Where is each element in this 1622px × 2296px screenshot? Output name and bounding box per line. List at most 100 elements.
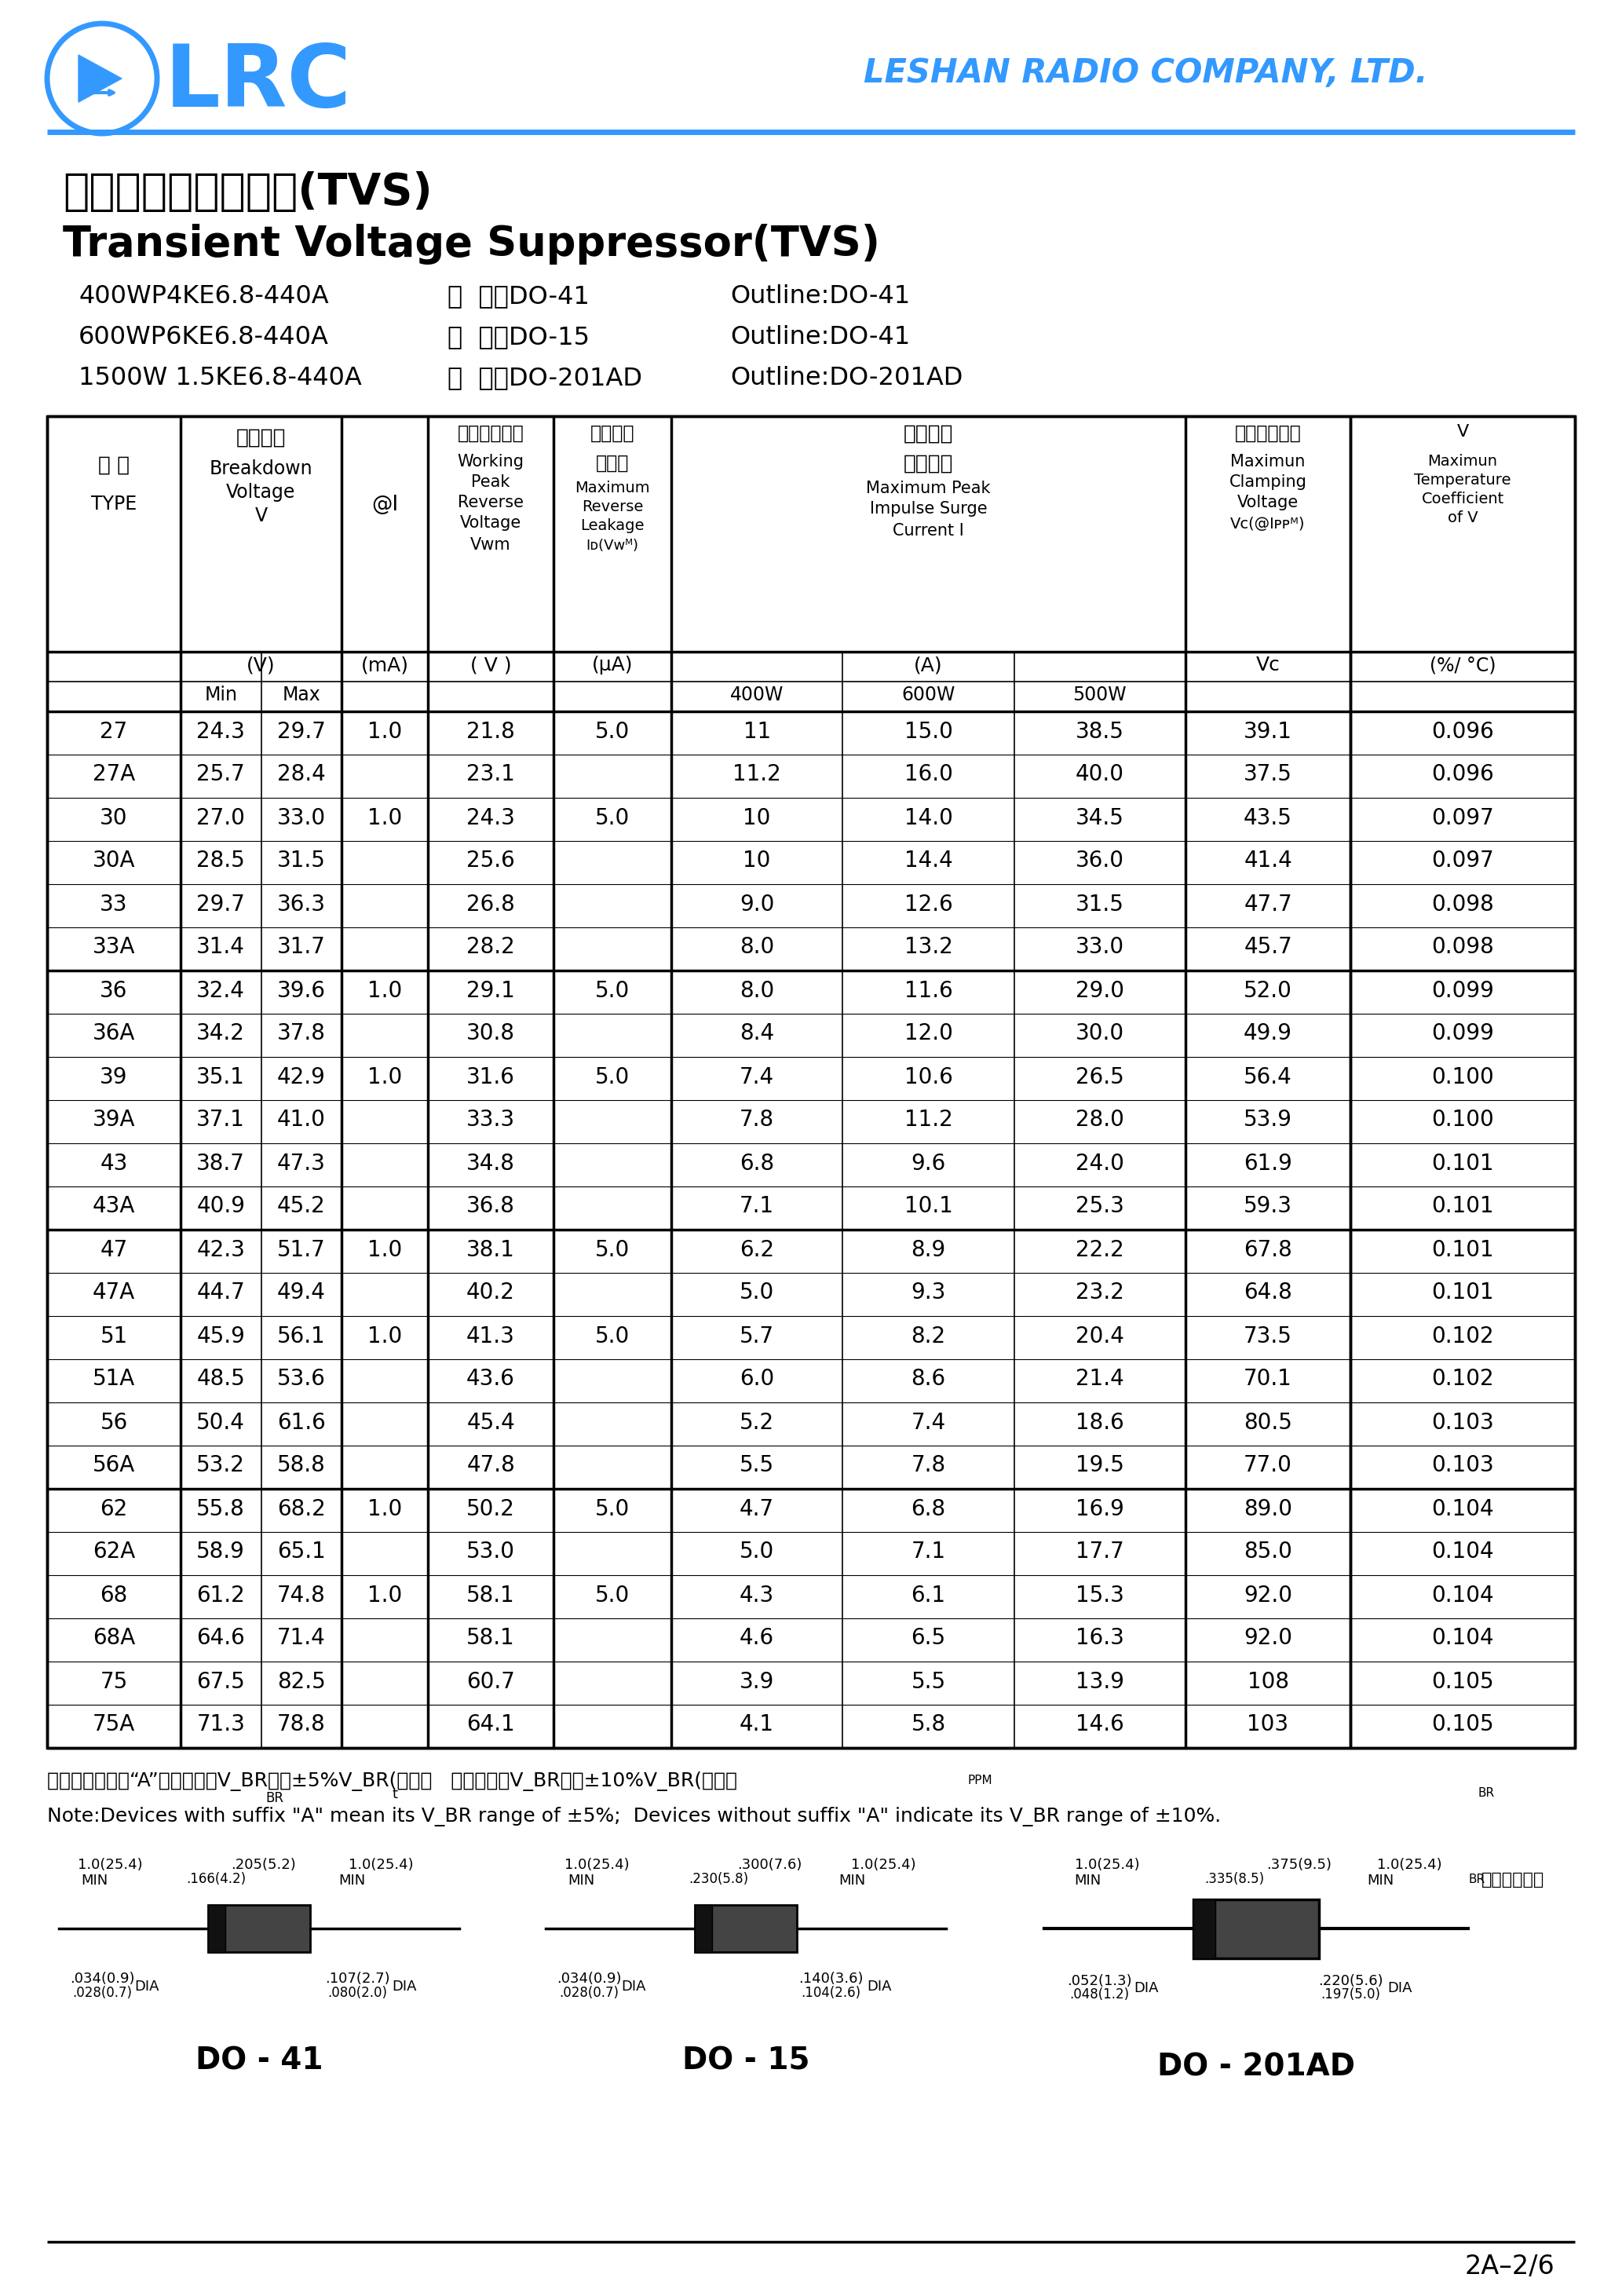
Text: 1.0: 1.0 xyxy=(367,721,402,742)
Text: 33.0: 33.0 xyxy=(1075,937,1124,957)
Text: 8.0: 8.0 xyxy=(740,937,774,957)
Text: 1.0: 1.0 xyxy=(367,1584,402,1607)
Text: 外  型：DO-201AD: 外 型：DO-201AD xyxy=(448,365,642,390)
Text: 5.0: 5.0 xyxy=(595,721,629,742)
Text: Note:Devices with suffix "A" mean its V_BR range of ±5%;  Devices without suffix: Note:Devices with suffix "A" mean its V_… xyxy=(47,1807,1221,1825)
Text: 53.0: 53.0 xyxy=(467,1541,516,1564)
Text: 56.4: 56.4 xyxy=(1244,1065,1293,1088)
Text: 48.5: 48.5 xyxy=(196,1368,245,1391)
Text: 33: 33 xyxy=(101,893,128,916)
Text: 51A: 51A xyxy=(92,1368,135,1391)
Text: 5.0: 5.0 xyxy=(595,806,629,829)
Text: 6.5: 6.5 xyxy=(912,1628,946,1649)
Text: 8.4: 8.4 xyxy=(740,1022,774,1045)
Text: 21.4: 21.4 xyxy=(1075,1368,1124,1391)
Text: DO - 15: DO - 15 xyxy=(681,2046,809,2076)
Text: 0.097: 0.097 xyxy=(1431,850,1494,872)
Text: 34.8: 34.8 xyxy=(467,1153,514,1173)
Text: 0.105: 0.105 xyxy=(1431,1713,1494,1736)
Text: 0.096: 0.096 xyxy=(1431,721,1494,742)
Text: BR: BR xyxy=(1470,1874,1486,1885)
Text: 5.2: 5.2 xyxy=(740,1412,774,1433)
Text: Min: Min xyxy=(204,687,237,705)
Text: 11.6: 11.6 xyxy=(903,980,952,1001)
Text: 31.5: 31.5 xyxy=(1075,893,1124,916)
Text: .034(0.9): .034(0.9) xyxy=(556,1972,621,1986)
Text: .220(5.6): .220(5.6) xyxy=(1319,1975,1384,1988)
Text: MIN: MIN xyxy=(839,1874,865,1887)
Text: 28.5: 28.5 xyxy=(196,850,245,872)
Text: .300(7.6): .300(7.6) xyxy=(736,1857,801,1871)
Text: 16.3: 16.3 xyxy=(1075,1628,1124,1649)
Text: .052(1.3): .052(1.3) xyxy=(1067,1975,1132,1988)
Text: 42.9: 42.9 xyxy=(277,1065,326,1088)
Text: DO - 41: DO - 41 xyxy=(195,2046,323,2076)
Text: 13.2: 13.2 xyxy=(903,937,952,957)
Text: 600WP6KE6.8-440A: 600WP6KE6.8-440A xyxy=(78,326,329,349)
Text: Outline:DO-41: Outline:DO-41 xyxy=(730,326,910,349)
Text: 40.2: 40.2 xyxy=(467,1281,514,1304)
Text: Reverse: Reverse xyxy=(457,494,524,510)
Text: 35.1: 35.1 xyxy=(196,1065,245,1088)
Text: Voltage: Voltage xyxy=(227,482,295,503)
Text: Voltage: Voltage xyxy=(461,514,521,530)
Text: 108: 108 xyxy=(1247,1671,1289,1692)
Text: 78.8: 78.8 xyxy=(277,1713,326,1736)
Text: 30A: 30A xyxy=(92,850,135,872)
Text: 1.0(25.4): 1.0(25.4) xyxy=(1074,1857,1139,1871)
Text: 64.1: 64.1 xyxy=(467,1713,514,1736)
Text: 38.7: 38.7 xyxy=(196,1153,245,1173)
Text: 58.1: 58.1 xyxy=(467,1584,514,1607)
Text: 1.0(25.4): 1.0(25.4) xyxy=(852,1857,916,1871)
Text: 8.0: 8.0 xyxy=(740,980,774,1001)
Text: 0.098: 0.098 xyxy=(1431,893,1494,916)
Text: 44.7: 44.7 xyxy=(196,1281,245,1304)
Text: 0.098: 0.098 xyxy=(1431,937,1494,957)
Text: 23.2: 23.2 xyxy=(1075,1281,1124,1304)
Text: 56A: 56A xyxy=(92,1456,135,1476)
Bar xyxy=(694,1906,796,1952)
Text: 5.0: 5.0 xyxy=(595,1325,629,1348)
Text: 外  型：DO-15: 外 型：DO-15 xyxy=(448,326,590,349)
Text: 4.7: 4.7 xyxy=(740,1497,774,1520)
Text: 37.1: 37.1 xyxy=(196,1109,245,1132)
Text: 浪涌电流: 浪涌电流 xyxy=(903,455,954,475)
Text: MIN: MIN xyxy=(81,1874,107,1887)
Text: 5.7: 5.7 xyxy=(740,1325,774,1348)
Text: 45.7: 45.7 xyxy=(1244,937,1293,957)
Text: 30: 30 xyxy=(101,806,128,829)
Text: 13.9: 13.9 xyxy=(1075,1671,1124,1692)
Text: 49.9: 49.9 xyxy=(1244,1022,1293,1045)
Text: 0.103: 0.103 xyxy=(1431,1456,1494,1476)
Text: Reverse: Reverse xyxy=(582,501,644,514)
Text: 12.6: 12.6 xyxy=(903,893,952,916)
Text: 16.9: 16.9 xyxy=(1075,1497,1124,1520)
Text: 64.6: 64.6 xyxy=(196,1628,245,1649)
Text: MIN: MIN xyxy=(568,1874,594,1887)
Text: 10.6: 10.6 xyxy=(903,1065,952,1088)
Text: 26.5: 26.5 xyxy=(1075,1065,1124,1088)
Text: 36.8: 36.8 xyxy=(467,1196,514,1217)
Text: 68A: 68A xyxy=(92,1628,135,1649)
Text: 56.1: 56.1 xyxy=(277,1325,326,1348)
Text: Vwm: Vwm xyxy=(470,537,511,553)
Text: 75A: 75A xyxy=(92,1713,135,1736)
Text: 34.5: 34.5 xyxy=(1075,806,1124,829)
Text: 29.1: 29.1 xyxy=(467,980,514,1001)
Text: 71.3: 71.3 xyxy=(196,1713,245,1736)
Text: .048(1.2): .048(1.2) xyxy=(1069,1988,1129,2002)
Text: Maximum: Maximum xyxy=(574,480,650,496)
Text: 最大温度系数: 最大温度系数 xyxy=(1481,1871,1544,1887)
Text: 24.0: 24.0 xyxy=(1075,1153,1124,1173)
Text: 10: 10 xyxy=(743,806,770,829)
Text: 9.0: 9.0 xyxy=(740,893,774,916)
Text: 19.5: 19.5 xyxy=(1075,1456,1124,1476)
Text: 14.6: 14.6 xyxy=(1075,1713,1124,1736)
Text: Maximun: Maximun xyxy=(1231,455,1306,471)
Text: Maximun: Maximun xyxy=(1427,455,1497,468)
Text: 0.097: 0.097 xyxy=(1431,806,1494,829)
Text: 漏电流: 漏电流 xyxy=(595,455,629,473)
Text: 11.2: 11.2 xyxy=(903,1109,952,1132)
Text: 400W: 400W xyxy=(730,687,783,705)
Text: 41.4: 41.4 xyxy=(1244,850,1293,872)
